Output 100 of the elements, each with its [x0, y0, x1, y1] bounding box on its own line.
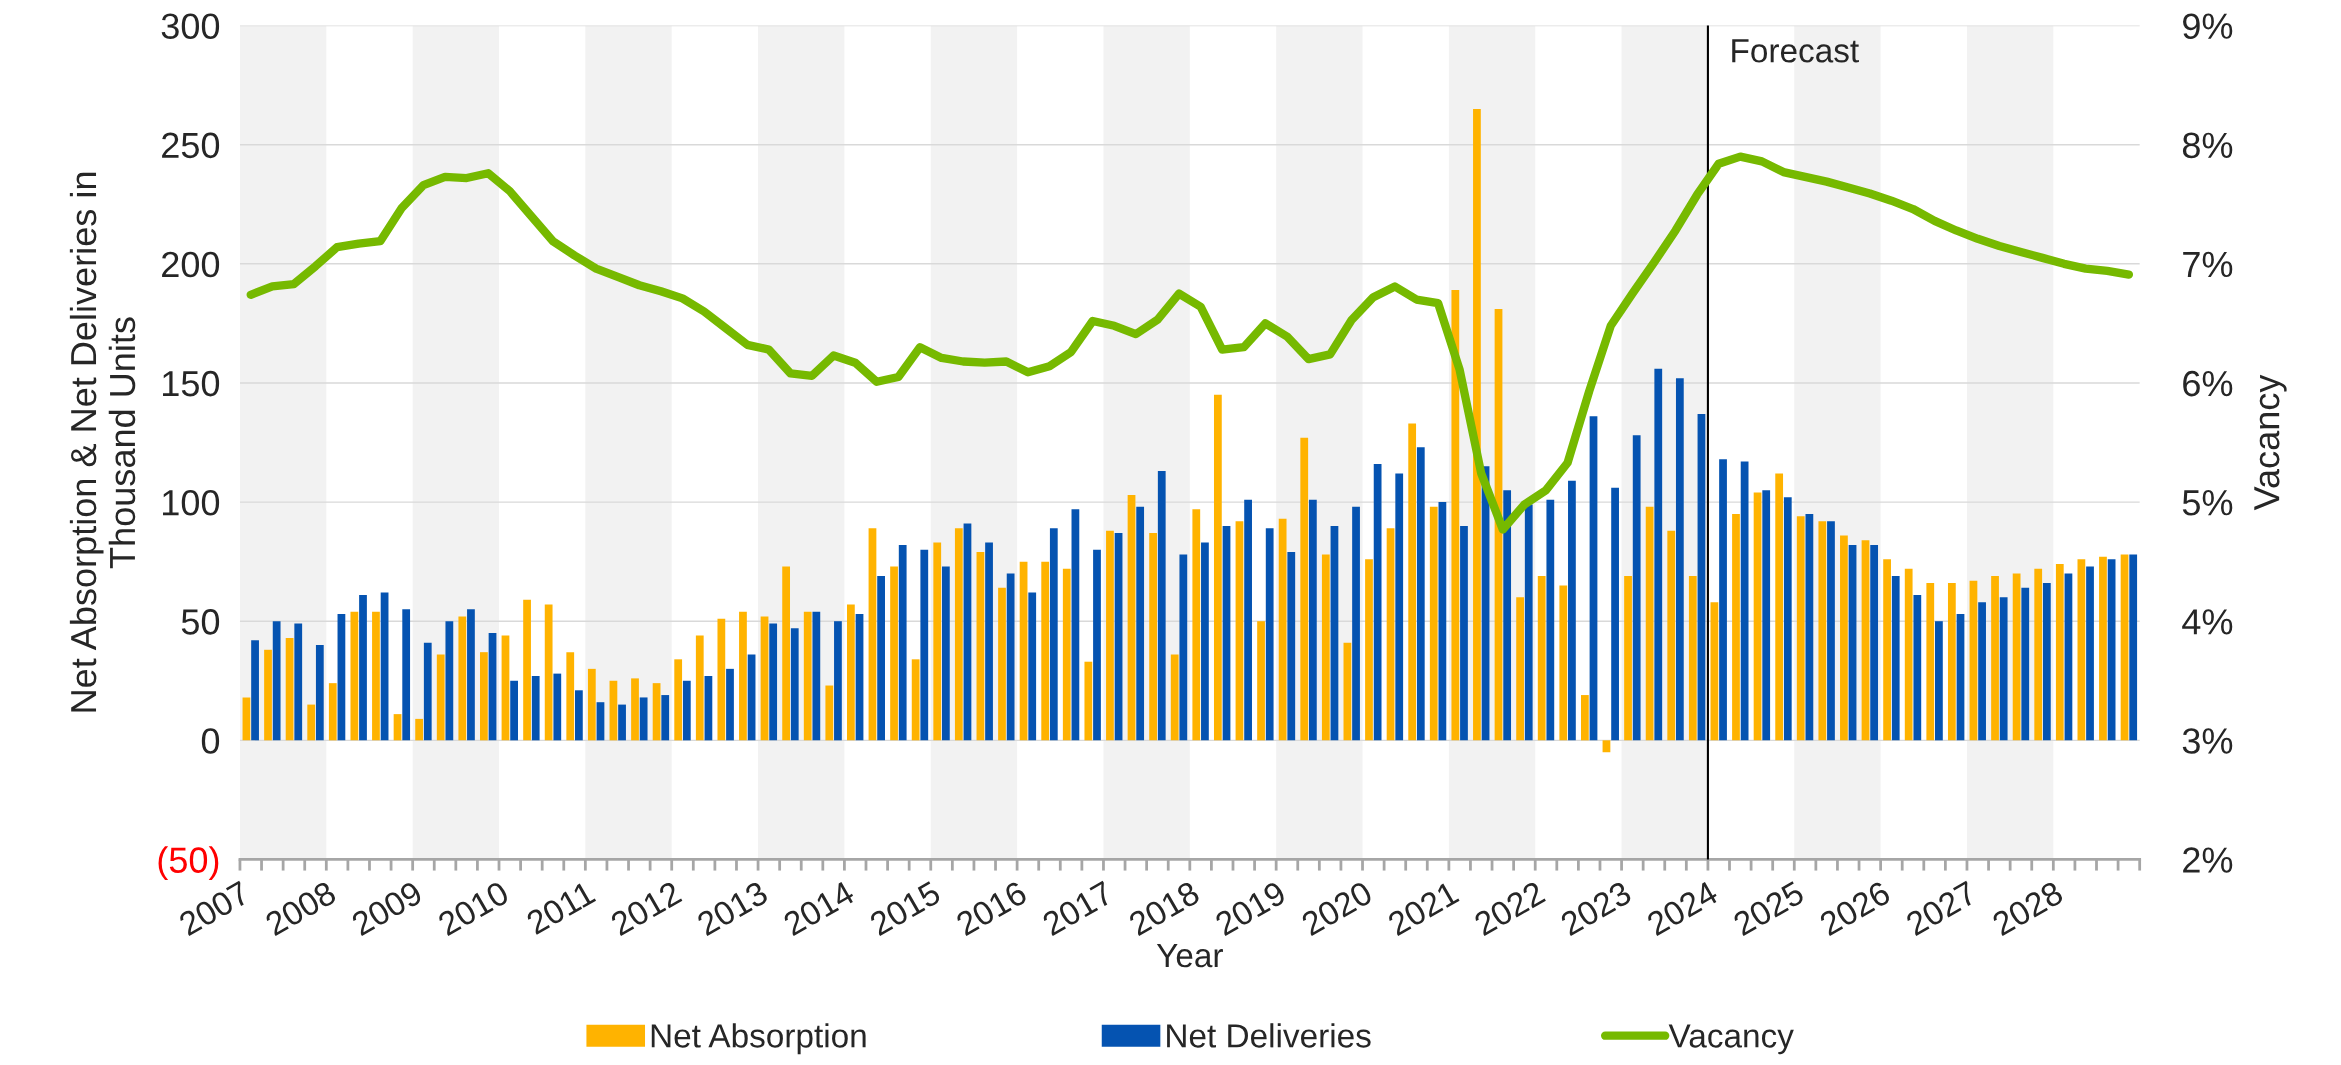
x-tick-label: 2016: [954, 880, 1029, 937]
x-tick-label: 2028: [1991, 880, 2065, 937]
bar: [639, 697, 648, 741]
bar: [1624, 575, 1632, 741]
bar: [337, 614, 346, 741]
x-tick-label: 2025: [1731, 880, 1806, 937]
bar: [2064, 573, 2073, 741]
bar: [1244, 499, 1252, 741]
bar: [1213, 394, 1222, 741]
bar: [1796, 516, 1805, 741]
y-tick-label: 200: [162, 251, 220, 278]
x-tick-label: 2010: [436, 880, 511, 937]
bar: [1365, 559, 1373, 741]
bar: [1451, 290, 1460, 741]
bar: [1308, 499, 1317, 741]
bar: [1300, 437, 1309, 741]
bar: [682, 680, 691, 741]
x-tick-label: 2021: [1386, 880, 1460, 937]
ref-line-label: Forecast: [1732, 39, 1859, 63]
y-tick-label: 50: [181, 609, 220, 635]
bar: [1870, 544, 1879, 741]
bar: [1740, 461, 1749, 741]
y2-tick-label: 9%: [2183, 13, 2233, 39]
bar: [488, 633, 497, 741]
bar: [1321, 554, 1330, 741]
y2-tick-label: 4%: [2182, 609, 2233, 635]
bar: [1840, 535, 1848, 741]
bar: [328, 683, 337, 741]
bar: [898, 544, 907, 741]
bar: [242, 697, 251, 741]
bar: [294, 623, 303, 741]
bar: [510, 680, 518, 741]
bar: [1783, 497, 1792, 741]
bar: [1114, 533, 1123, 741]
bar: [1106, 530, 1114, 741]
bar: [1762, 490, 1771, 741]
bar: [1775, 473, 1784, 741]
bar: [544, 604, 553, 741]
bar: [402, 609, 411, 741]
bar: [1429, 506, 1438, 741]
bar: [1416, 447, 1425, 741]
bar: [1818, 521, 1827, 741]
bar: [1093, 549, 1101, 741]
bar: [985, 542, 993, 741]
bar: [976, 552, 985, 741]
bar: [2107, 559, 2116, 741]
bar: [315, 645, 324, 741]
bar: [1201, 542, 1209, 741]
bar: [1062, 568, 1071, 741]
bar: [1827, 521, 1835, 741]
legend-label: Vacancy: [1668, 1024, 1794, 1055]
bar: [1516, 597, 1524, 741]
x-tick-label: 2012: [609, 880, 683, 937]
bar: [1891, 575, 1900, 741]
y2-tick-label: 7%: [2183, 251, 2233, 278]
bar: [1438, 502, 1447, 741]
bar: [1546, 499, 1555, 741]
x-tick-label: 2027: [1904, 880, 1978, 937]
y-tick-label: 100: [163, 489, 220, 516]
bar: [1170, 654, 1179, 741]
bar: [350, 611, 359, 741]
bar: [998, 587, 1006, 741]
bar: [834, 621, 842, 741]
bar: [1006, 573, 1015, 741]
bar: [855, 614, 864, 741]
bar: [1330, 525, 1339, 741]
bar: [1287, 552, 1296, 741]
bar: [1373, 463, 1382, 741]
x-tick-label: 2017: [1041, 880, 1115, 937]
bar: [695, 635, 704, 741]
bar: [847, 604, 855, 741]
bar: [1991, 575, 1999, 741]
bar: [1935, 621, 1943, 741]
bar: [1568, 480, 1576, 741]
x-tick-label: 2022: [1472, 880, 1547, 937]
bar: [1632, 435, 1641, 741]
bar: [868, 528, 877, 741]
bar: [1395, 473, 1404, 741]
x-tick-label: 2020: [1300, 880, 1374, 937]
bar: [1602, 740, 1611, 753]
bar: [1408, 423, 1417, 741]
bar: [920, 549, 929, 741]
y2-tick-label: 8%: [2182, 132, 2233, 159]
y2-tick-label: 3%: [2182, 728, 2233, 754]
bar: [1386, 528, 1395, 741]
bar: [739, 611, 747, 741]
bar: [480, 652, 488, 741]
bar: [264, 649, 272, 741]
y2-axis-title: Vacancy: [2254, 374, 2287, 511]
bar: [674, 659, 683, 741]
y-axis-title: Net Absorption & Net Deliveries in Thousand Units: [69, 172, 136, 712]
bar: [2086, 566, 2094, 741]
bar: [445, 621, 454, 741]
bar: [1041, 561, 1050, 741]
bar: [1149, 533, 1157, 741]
x-tick-label: 2014: [782, 880, 856, 937]
bar: [1524, 504, 1533, 741]
bar: [458, 616, 467, 741]
bar: [790, 628, 799, 741]
bar: [726, 668, 734, 741]
